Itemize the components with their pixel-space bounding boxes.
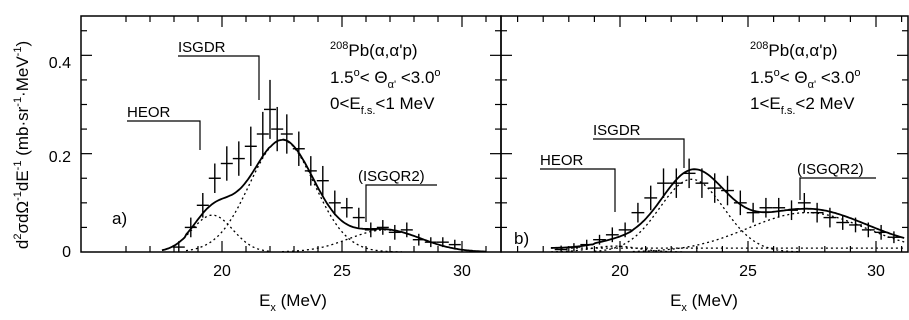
data-point	[448, 239, 461, 250]
data-point	[605, 227, 619, 243]
data-point	[682, 158, 696, 189]
data-point	[618, 222, 632, 238]
resonance-label-heor: HEOR	[127, 104, 171, 121]
panel-b-frame	[500, 15, 909, 253]
data-point	[567, 243, 581, 252]
data-point	[220, 146, 233, 181]
panel-label: a)	[112, 209, 127, 228]
angle-range-label: 1.5o< Θα' <3.0o	[750, 67, 861, 91]
data-point	[304, 156, 317, 186]
data-point	[644, 185, 658, 211]
data-point	[328, 190, 341, 216]
fit-curve	[161, 138, 487, 253]
data-point	[669, 168, 683, 198]
data-point	[810, 202, 824, 223]
data-point	[280, 114, 293, 154]
resonance-label-isgdr: ISGDR	[593, 122, 641, 139]
y-tick-label: 0.4	[49, 55, 71, 72]
data-point	[631, 202, 645, 223]
data-point	[184, 217, 197, 238]
data-point	[772, 197, 786, 218]
data-point	[887, 231, 901, 244]
resonance-label-heor: HEOR	[540, 152, 584, 169]
data-point	[400, 222, 413, 238]
resonance-marker-heor	[127, 120, 201, 150]
data-point	[554, 245, 568, 252]
data-point	[412, 233, 425, 246]
resonance-label-isgqr2: (ISGQR2)	[797, 161, 864, 178]
x-tick-label: 20	[213, 263, 231, 280]
data-point	[264, 79, 276, 139]
data-point	[746, 202, 760, 223]
resonance-label-isgdr: ISGDR	[178, 39, 226, 56]
panel-a-data	[161, 79, 487, 253]
reaction-label: 208Pb(α,α'p)	[750, 40, 838, 60]
resonance-marker-isgdr	[593, 138, 685, 168]
data-point	[388, 224, 401, 240]
data-point	[232, 141, 245, 176]
data-point	[256, 111, 269, 157]
data-point	[708, 173, 722, 203]
data-point	[695, 168, 709, 198]
x-axis-label: Ex (MeV)	[259, 291, 327, 314]
data-point	[271, 106, 284, 152]
data-point	[292, 131, 305, 166]
data-point	[376, 220, 389, 235]
data-point	[424, 237, 437, 248]
panel-label: b)	[514, 229, 529, 248]
panel-a: 20 25 30 Ex (MeV) a) 208Pb(α,α'p) 1.5o< …	[80, 15, 502, 314]
energy-range-label: 1<Ef.s.<2 MeV	[750, 94, 855, 117]
component-curve	[550, 245, 684, 253]
panel-b-ticks	[501, 16, 908, 252]
data-point	[593, 234, 606, 245]
resonance-marker-isgqr2	[799, 177, 876, 200]
x-tick-label: 25	[739, 263, 757, 280]
reaction-label: 208Pb(α,α'p)	[330, 40, 418, 60]
data-point	[861, 222, 875, 238]
component-curve	[632, 212, 905, 253]
data-point	[657, 168, 670, 198]
data-point	[580, 239, 594, 250]
data-point	[721, 175, 734, 206]
data-point	[352, 207, 365, 228]
x-tick-label: 30	[867, 263, 885, 280]
panel-b-data	[550, 158, 905, 253]
data-point	[836, 215, 850, 230]
x-tick-label: 20	[611, 263, 629, 280]
data-point	[436, 237, 449, 248]
data-point	[364, 222, 377, 238]
panel-a-ticks	[81, 16, 501, 252]
x-tick-label: 30	[453, 263, 471, 280]
data-point	[172, 241, 185, 252]
y-axis-label: d2σdΩ-1dE-1 (mb·sr-1·MeV-1)	[12, 41, 32, 249]
data-point	[340, 197, 353, 218]
data-point	[797, 193, 811, 213]
y-tick-label: 0	[62, 244, 71, 261]
data-point	[759, 197, 773, 218]
x-tick-label: 25	[333, 263, 351, 280]
y-tick-label: 0.2	[49, 149, 71, 166]
resonance-label-isgqr2: (ISGQR2)	[358, 168, 425, 185]
data-point	[733, 190, 747, 216]
energy-range-label: 0<Ef.s.<1 MeV	[330, 94, 435, 117]
data-point	[196, 193, 209, 218]
x-axis-label: Ex (MeV)	[670, 291, 738, 314]
panel-b: 20 25 30 Ex (MeV) b) 208Pb(α,α'p) 1.5o< …	[500, 15, 909, 314]
data-point	[823, 207, 837, 228]
component-curve	[594, 178, 800, 253]
resonance-marker-isgdr	[178, 55, 260, 100]
resonance-marker-heor	[540, 168, 616, 212]
data-point	[208, 163, 221, 193]
data-point	[316, 165, 329, 196]
angle-range-label: 1.5o< Θα' <3.0o	[330, 67, 441, 91]
component-curve	[185, 139, 402, 253]
data-point	[849, 217, 862, 233]
data-point	[244, 126, 257, 166]
resonance-marker-isgqr2	[365, 184, 437, 222]
data-point	[874, 224, 888, 240]
data-point	[785, 200, 798, 221]
